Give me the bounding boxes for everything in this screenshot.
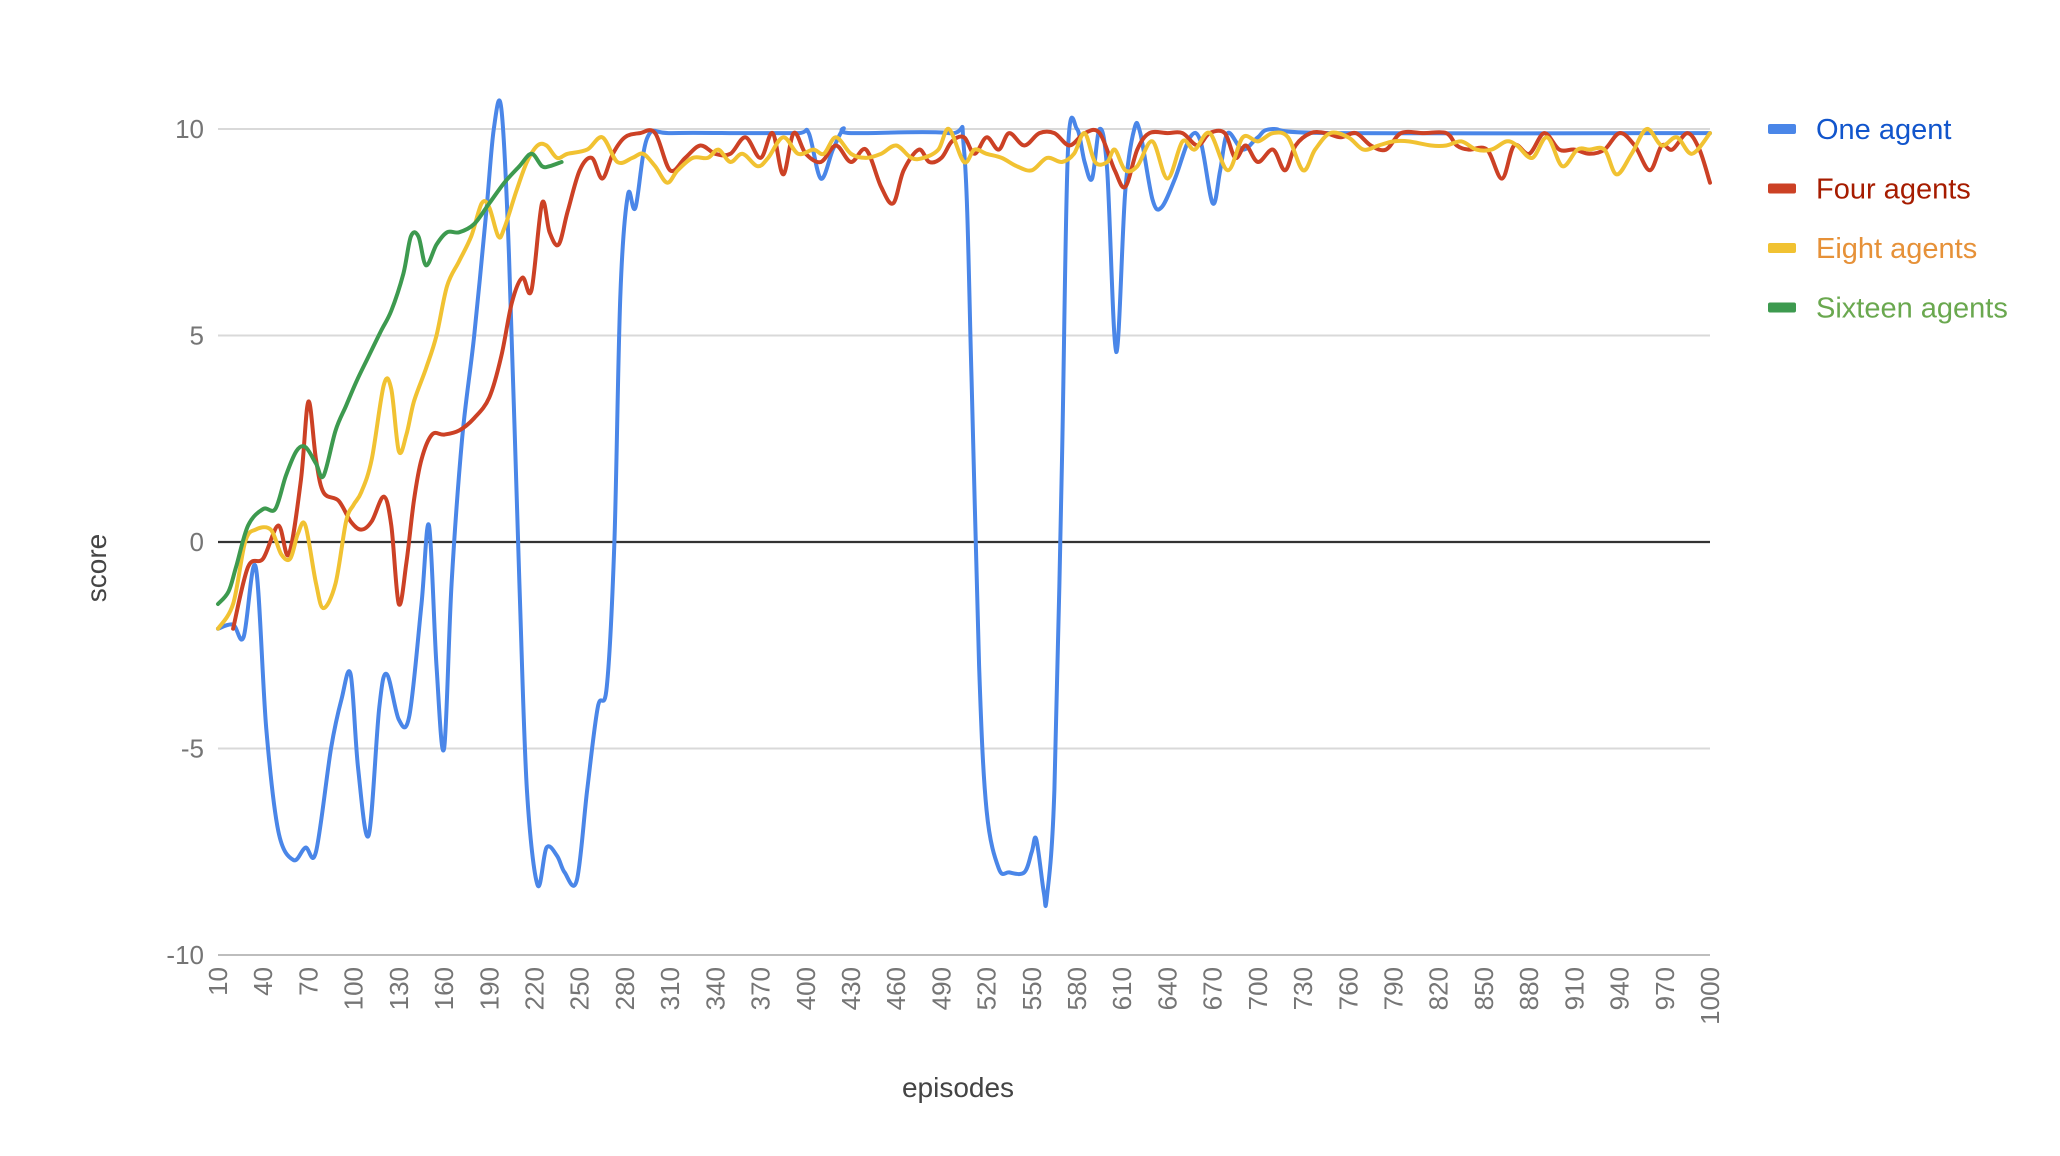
- series-line-1: [216, 98, 1712, 908]
- x-tick-label: 730: [1288, 967, 1318, 1010]
- legend-swatch: [1768, 302, 1796, 313]
- y-tick-label: 0: [190, 527, 204, 557]
- x-tick-label: 280: [610, 967, 640, 1010]
- x-tick-label: 70: [293, 967, 323, 996]
- x-tick-label: 10: [203, 967, 233, 996]
- x-tick-label: 700: [1243, 967, 1273, 1010]
- x-tick-label: 490: [926, 967, 956, 1010]
- x-tick-label: 160: [429, 967, 459, 1010]
- x-tick-label: 910: [1559, 967, 1589, 1010]
- legend-label: Four agents: [1816, 174, 1971, 206]
- series-line-4: [216, 151, 564, 606]
- x-tick-label: 760: [1333, 967, 1363, 1010]
- y-axis-ticks: 10 5 0 -5 -10: [166, 114, 204, 970]
- x-tick-label: 310: [655, 967, 685, 1010]
- x-tick-label: 460: [881, 967, 911, 1010]
- y-tick-label: -10: [166, 940, 204, 970]
- x-tick-label: 670: [1198, 967, 1228, 1010]
- legend-label: Sixteen agents: [1816, 293, 2008, 325]
- y-tick-label: 10: [175, 114, 204, 144]
- x-tick-label: 520: [972, 967, 1002, 1010]
- x-tick-label: 940: [1605, 967, 1635, 1010]
- x-tick-label: 430: [836, 967, 866, 1010]
- y-tick-label: -5: [181, 734, 204, 764]
- x-tick-label: 400: [791, 967, 821, 1010]
- y-tick-label: 5: [190, 321, 204, 351]
- legend-label: One agent: [1816, 114, 1951, 146]
- x-tick-label: 640: [1152, 967, 1182, 1010]
- legend-swatch: [1768, 243, 1796, 253]
- x-tick-label: 820: [1424, 967, 1454, 1010]
- legend: One agent Four agents Eight agents Sixteen …: [1768, 114, 2008, 325]
- x-tick-label: 130: [384, 967, 414, 1010]
- y-axis-title: score: [81, 534, 112, 602]
- x-tick-label: 40: [248, 967, 278, 996]
- x-tick-label: 220: [519, 967, 549, 1010]
- x-tick-label: 370: [746, 967, 776, 1010]
- x-tick-label: 550: [1017, 967, 1047, 1010]
- legend-swatch: [1768, 124, 1796, 134]
- gridlines: [218, 128, 1710, 956]
- x-tick-label: 880: [1514, 967, 1544, 1010]
- x-tick-label: 790: [1379, 967, 1409, 1010]
- x-tick-label: 190: [474, 967, 504, 1010]
- x-tick-label: 970: [1650, 967, 1680, 1010]
- x-tick-label: 100: [339, 967, 369, 1010]
- x-tick-label: 610: [1107, 967, 1137, 1010]
- x-tick-label: 250: [565, 967, 595, 1010]
- series-line-3: [216, 126, 1712, 631]
- legend-swatch: [1768, 183, 1796, 194]
- series-lines: [216, 98, 1712, 908]
- x-tick-label: 850: [1469, 967, 1499, 1010]
- x-tick-label: 340: [700, 967, 730, 1010]
- series-line-2: [231, 127, 1712, 631]
- x-tick-label: 1000: [1695, 967, 1725, 1025]
- x-axis-ticks: 10 40 70 100 130 160 190 220 250 280 310 340 370 400 4…: [203, 967, 1725, 1025]
- legend-label: Eight agents: [1816, 233, 1977, 265]
- x-tick-label: 580: [1062, 967, 1092, 1010]
- x-axis-title: episodes: [902, 1072, 1014, 1103]
